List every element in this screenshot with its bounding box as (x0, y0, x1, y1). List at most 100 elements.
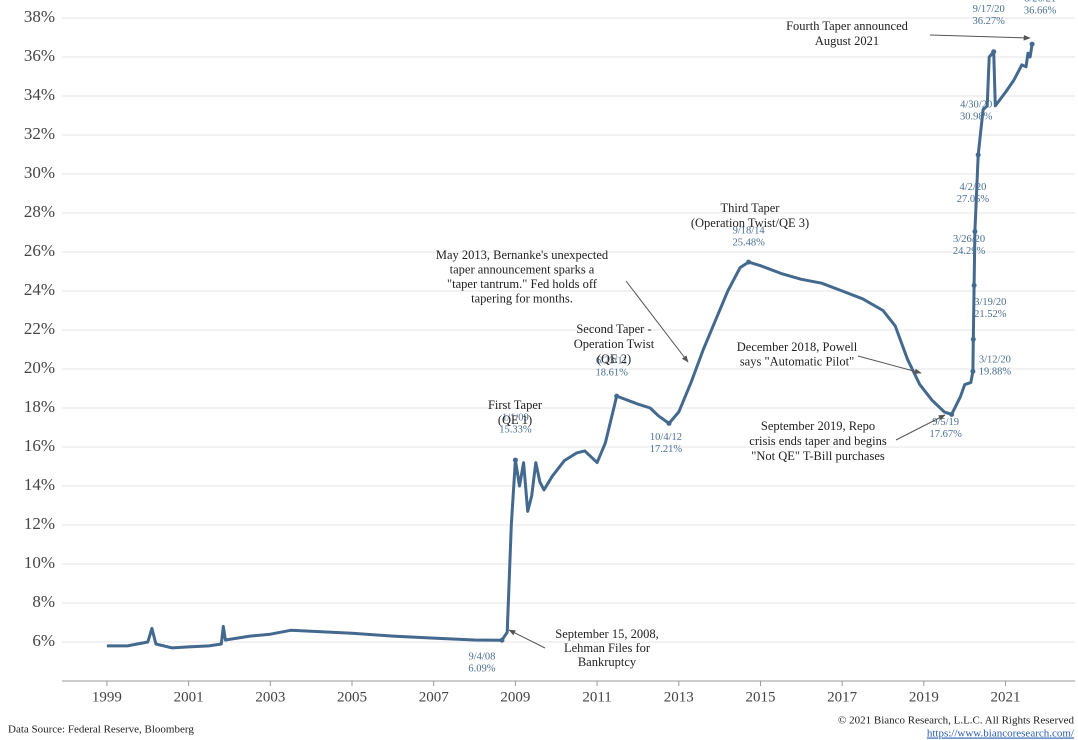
point-date: 3/12/20 (979, 355, 1011, 366)
point-date: 9/5/19 (932, 417, 959, 428)
x-tick-label: 2013 (664, 689, 694, 705)
point-date: 1/1/09 (502, 412, 529, 423)
point-value: 30.98% (960, 111, 993, 122)
annotation-arrow (508, 629, 546, 649)
x-tick-label: 2015 (745, 689, 775, 705)
annotation: "Not QE" T-Bill purchases (751, 449, 885, 463)
y-tick-label: 16% (24, 436, 55, 455)
annotation: May 2013, Bernanke's unexpected (436, 248, 609, 262)
point-value: 6.09% (468, 664, 495, 675)
x-tick-label: 2011 (582, 689, 611, 705)
point-date: 4/30/20 (960, 99, 992, 110)
point-value: 25.48% (732, 238, 765, 249)
annotation: Operation Twist (574, 337, 655, 351)
copyright: © 2021 Bianco Research, L.L.C. All Right… (838, 715, 1074, 727)
y-tick-label: 28% (24, 202, 55, 221)
y-tick-label: 38% (24, 7, 55, 26)
point-value: 18.61% (596, 368, 629, 379)
annotation: Fourth Taper announced (786, 19, 909, 33)
annotation: "taper tantrum." Fed holds off (447, 277, 598, 291)
point-marker (975, 152, 981, 158)
url-link[interactable]: https://www.biancoresearch.com/ (927, 728, 1075, 740)
y-tick-label: 18% (24, 397, 55, 416)
annotation: August 2021 (815, 34, 879, 48)
annotation: crisis ends taper and begins (749, 434, 887, 448)
annotation: September 15, 2008, (555, 627, 658, 641)
annotation-arrow (625, 280, 689, 363)
point-date: 9/4/08 (468, 652, 495, 663)
x-tick-label: 2005 (337, 689, 367, 705)
annotation-arrow (895, 414, 946, 441)
source: Data Source: Federal Reserve, Bloomberg (8, 724, 194, 736)
annotation-arrow (857, 355, 922, 375)
annotation: tapering for months. (471, 291, 573, 305)
x-tick-label: 2009 (500, 689, 530, 705)
annotation: September 2019, Repo (761, 419, 875, 433)
point-marker (971, 282, 977, 288)
point-value: 17.67% (929, 429, 962, 440)
point-value: 27.05% (957, 194, 990, 205)
point-value: 17.21% (650, 444, 683, 455)
annotation-arrow (929, 34, 1031, 41)
point-marker (499, 637, 505, 643)
grid (62, 17, 1075, 643)
point-value: 36.27% (973, 16, 1006, 27)
url[interactable]: https://www.biancoresearch.com/ (927, 728, 1075, 740)
x-tick-label: 2007 (419, 689, 450, 705)
y-tick-label: 32% (24, 124, 55, 143)
point-marker (614, 393, 620, 399)
annotation: (QE 1) (498, 413, 532, 427)
point-value: 19.88% (979, 367, 1012, 378)
point-value: 24.29% (953, 246, 986, 257)
point-marker (1029, 41, 1035, 47)
point-date: 3/19/20 (974, 297, 1006, 308)
point-date: 4/2/20 (960, 182, 987, 193)
point-marker (970, 336, 976, 342)
point-date: 3/26/20 (953, 234, 985, 245)
annotation: (Operation Twist/QE 3) (691, 216, 809, 230)
point-marker (972, 229, 978, 235)
point-value: 21.52% (974, 309, 1007, 320)
annotation: Third Taper (721, 201, 781, 215)
point-date: 9/17/20 (973, 4, 1005, 15)
point-date: 9/18/14 (733, 226, 766, 237)
x-tick-label: 2021 (991, 689, 1021, 705)
y-tick-label: 30% (24, 163, 55, 182)
x-tick-label: 2019 (909, 689, 939, 705)
y-tick-label: 24% (24, 280, 55, 299)
x-tick-label: 2003 (255, 689, 285, 705)
y-tick-label: 26% (24, 241, 55, 260)
y-tick-label: 8% (32, 592, 55, 611)
annotation: Second Taper - (576, 322, 651, 336)
y-tick-label: 36% (24, 46, 55, 65)
x-tick-label: 2001 (174, 689, 204, 705)
annotation: Lehman Files for (564, 641, 651, 655)
annotation: says "Automatic Pilot" (740, 354, 854, 368)
point-date: 8/26/21 (1024, 0, 1056, 5)
point-marker (666, 420, 672, 426)
point-value: 36.66% (1024, 6, 1057, 17)
point-value: 15.33% (499, 424, 532, 435)
point-marker (512, 457, 518, 463)
plot: 6% 8% 10% 12% 14% 16% 18% 20% 22% 24% 26% 28% 30% 32%… (24, 0, 1075, 705)
y-tick-label: 12% (24, 514, 55, 533)
annotation: Bankruptcy (578, 655, 637, 669)
y-tick-label: 34% (24, 85, 55, 104)
point-date: 6/23/11 (596, 356, 628, 367)
point-marker (746, 259, 752, 265)
annotation: (QE 2) (597, 352, 631, 366)
x-tick-label: 1999 (92, 689, 122, 705)
annotation: December 2018, Powell (737, 340, 858, 354)
y-tick-label: 6% (32, 631, 55, 650)
y-tick-label: 20% (24, 358, 55, 377)
point-marker (970, 368, 976, 374)
point-date: 10/4/12 (650, 432, 682, 443)
annotation: First Taper (488, 398, 543, 412)
point-marker (991, 49, 997, 55)
y-tick-label: 22% (24, 319, 55, 338)
x-tick-label: 2017 (827, 689, 858, 705)
point-marker (949, 411, 955, 417)
annotation: taper announcement sparks a (450, 262, 595, 276)
y-tick-label: 10% (24, 553, 55, 572)
